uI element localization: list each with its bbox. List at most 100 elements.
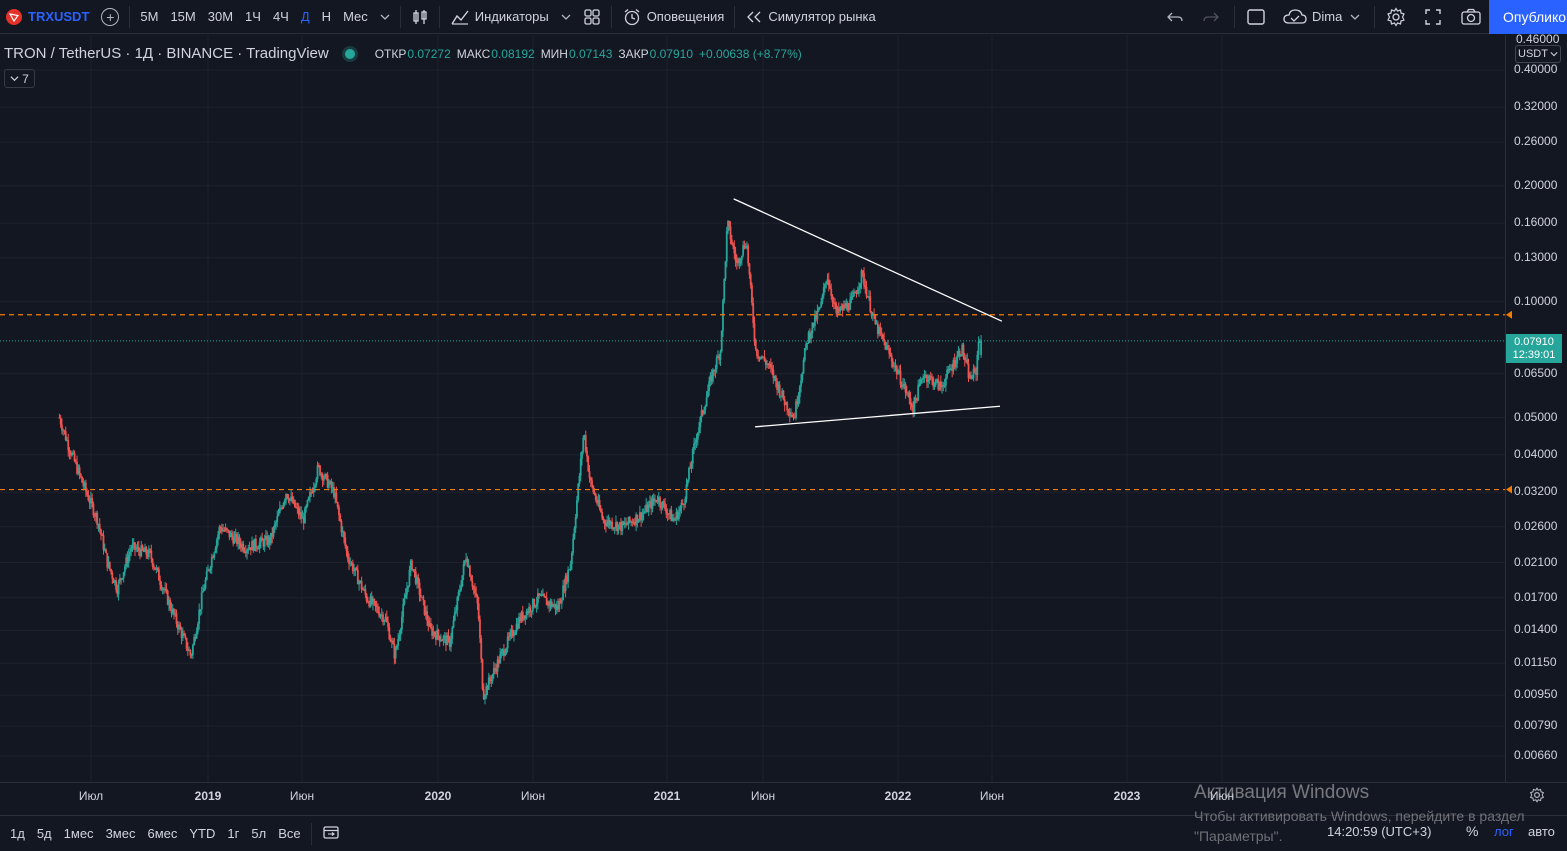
auto-scale-toggle[interactable]: авто bbox=[1528, 824, 1555, 839]
candle-body bbox=[892, 361, 894, 367]
range-3m[interactable]: 3мес bbox=[105, 826, 136, 841]
candle-body bbox=[117, 581, 120, 595]
horizontal-levels[interactable] bbox=[0, 310, 1512, 494]
candle-body bbox=[834, 302, 836, 304]
trendline[interactable] bbox=[755, 405, 1001, 428]
layout-button[interactable] bbox=[1240, 0, 1272, 34]
trendline[interactable] bbox=[733, 198, 1003, 322]
redo-button[interactable] bbox=[1196, 0, 1226, 34]
candle-body bbox=[429, 623, 432, 628]
undo-button[interactable] bbox=[1160, 0, 1190, 34]
snapshot-button[interactable] bbox=[1454, 0, 1488, 34]
range-5y[interactable]: 5л bbox=[251, 826, 267, 841]
compare-symbol-button[interactable]: + bbox=[95, 0, 125, 34]
candle-body bbox=[694, 442, 697, 444]
publish-button[interactable]: Опублико bbox=[1489, 0, 1567, 34]
candle-body bbox=[199, 609, 202, 611]
candle-body bbox=[280, 507, 282, 509]
candle-body bbox=[317, 465, 320, 467]
range-6m[interactable]: 6мес bbox=[147, 826, 178, 841]
symbol-search[interactable]: TRXUSDT bbox=[0, 0, 95, 34]
fullscreen-button[interactable] bbox=[1418, 0, 1448, 34]
indicators-button[interactable]: Индикаторы bbox=[444, 0, 555, 34]
range-ytd[interactable]: YTD bbox=[189, 826, 216, 841]
indicators-collapse-toggle[interactable]: 7 bbox=[4, 69, 35, 88]
range-1y[interactable]: 1г bbox=[227, 826, 240, 841]
candle-body bbox=[764, 360, 767, 365]
price-axis-label: 0.00790 bbox=[1514, 717, 1558, 732]
trendlines[interactable] bbox=[733, 198, 1003, 428]
candle-body bbox=[837, 307, 840, 312]
indicators-dropdown[interactable] bbox=[555, 0, 577, 34]
candle-body bbox=[59, 417, 62, 425]
candle-body bbox=[320, 473, 323, 476]
percent-scale-toggle[interactable]: % bbox=[1466, 823, 1479, 839]
candle-body bbox=[932, 378, 935, 387]
save-dropdown[interactable] bbox=[1344, 0, 1366, 34]
candle-body bbox=[955, 363, 957, 368]
range-all[interactable]: Все bbox=[278, 826, 301, 841]
candle-body bbox=[579, 458, 582, 476]
candle-body bbox=[419, 594, 422, 598]
candle-body bbox=[339, 515, 342, 522]
candle-body bbox=[883, 339, 886, 342]
interval-4h[interactable]: 4Ч bbox=[272, 9, 289, 24]
clock-timezone[interactable]: 14:20:59 (UTC+3) bbox=[1327, 824, 1432, 839]
candle-body bbox=[505, 648, 508, 653]
candle-body bbox=[509, 632, 512, 637]
range-1m[interactable]: 1мес bbox=[63, 826, 94, 841]
candle-body bbox=[835, 303, 838, 314]
candle-body bbox=[330, 481, 333, 489]
cloud-save-button[interactable]: Dima bbox=[1276, 0, 1348, 34]
range-1d[interactable]: 1д bbox=[10, 826, 25, 841]
candle-body bbox=[761, 356, 763, 358]
candle-body bbox=[968, 375, 971, 379]
price-chart[interactable] bbox=[0, 35, 1567, 815]
camera-icon bbox=[1461, 8, 1481, 25]
interval-1h[interactable]: 1Ч bbox=[245, 9, 261, 24]
candle-body bbox=[384, 616, 387, 621]
settings-button[interactable] bbox=[1380, 0, 1412, 34]
log-scale-toggle[interactable]: лог bbox=[1494, 824, 1514, 839]
candle-body bbox=[113, 580, 116, 584]
candle-body bbox=[518, 616, 520, 629]
candle-body bbox=[887, 345, 889, 349]
axis-settings-button[interactable] bbox=[1529, 787, 1545, 808]
range-5d[interactable]: 5д bbox=[36, 826, 52, 841]
time-axis-label: Июн bbox=[979, 789, 1005, 803]
price-axis-label: 0.05000 bbox=[1514, 409, 1558, 424]
goto-date-button[interactable] bbox=[316, 824, 346, 843]
candle-body bbox=[272, 527, 275, 537]
candle-body bbox=[252, 540, 255, 551]
currency-selector[interactable]: USDT bbox=[1515, 45, 1561, 63]
candle-body bbox=[811, 322, 814, 334]
interval-1m[interactable]: Мес bbox=[343, 9, 368, 24]
bar-replay-button[interactable]: Симулятор рынка bbox=[739, 0, 881, 34]
interval-15m[interactable]: 15М bbox=[170, 9, 196, 24]
candle-body bbox=[860, 270, 863, 284]
candle-body bbox=[84, 482, 87, 492]
candle-body bbox=[229, 532, 232, 538]
candle-body bbox=[628, 516, 631, 522]
interval-30m[interactable]: 30М bbox=[207, 9, 234, 24]
chart-type-button[interactable] bbox=[405, 0, 435, 34]
interval-1d[interactable]: Д bbox=[300, 9, 310, 24]
candle-body bbox=[364, 589, 367, 595]
candle-body bbox=[821, 295, 824, 302]
alerts-button[interactable]: Оповещения bbox=[616, 0, 731, 34]
candle-body bbox=[712, 369, 714, 382]
interval-5m[interactable]: 5М bbox=[140, 9, 159, 24]
candle-body bbox=[531, 598, 534, 611]
candle-body bbox=[542, 594, 544, 596]
legend-title[interactable]: TRON / TetherUS · 1Д · BINANCE · Trading… bbox=[4, 45, 329, 62]
chart-pane[interactable] bbox=[0, 35, 1567, 815]
interval-dropdown[interactable] bbox=[374, 0, 396, 34]
candle-body bbox=[787, 410, 790, 413]
candle-body bbox=[598, 499, 601, 509]
interval-1w[interactable]: Н bbox=[321, 9, 332, 24]
candle-body bbox=[621, 521, 624, 532]
candle-body bbox=[87, 494, 90, 501]
candle-body bbox=[907, 392, 909, 394]
templates-button[interactable] bbox=[577, 0, 607, 34]
market-status-icon[interactable] bbox=[344, 48, 355, 59]
